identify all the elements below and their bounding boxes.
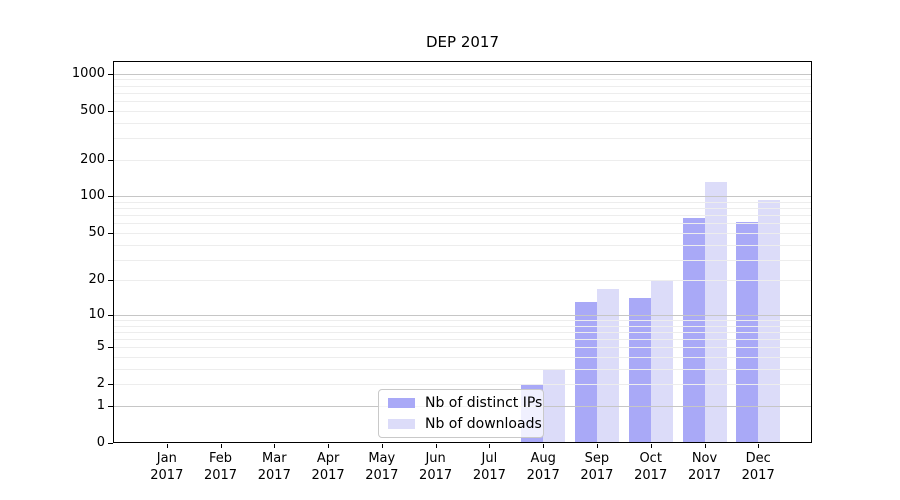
x-tick-label-year: 2017: [687, 468, 722, 483]
x-tick-label: Apr 2017: [300, 450, 356, 484]
y-tick-mark: [108, 443, 113, 444]
bars-layer: [113, 61, 812, 443]
y-tick-mark: [108, 159, 113, 161]
y-tick-label: 0: [96, 435, 105, 450]
x-tick-label: May 2017: [354, 450, 410, 484]
x-tick-mark: [328, 444, 330, 448]
bar: [682, 217, 705, 443]
x-tick-mark: [435, 444, 437, 448]
x-tick-label-year: 2017: [472, 468, 506, 483]
legend-item-downloads: Nb of downloads: [388, 416, 542, 432]
y-tick-label: 2: [96, 376, 105, 392]
x-tick-label: Sep 2017: [569, 450, 625, 484]
y-tick-mark: [108, 406, 113, 407]
x-tick-label: Jul 2017: [461, 450, 517, 484]
y-tick-label: 50: [88, 224, 105, 240]
y-tick-mark: [108, 73, 113, 75]
y-tick-label: 5: [96, 339, 105, 355]
x-tick-label-year: 2017: [311, 468, 345, 483]
x-tick-label: Jan 2017: [139, 450, 195, 484]
bar: [574, 302, 597, 443]
y-tick-mark: [108, 384, 113, 386]
bar: [596, 288, 619, 443]
x-tick-label-year: 2017: [203, 468, 238, 483]
y-tick-label: 10: [88, 306, 105, 322]
x-tick-label: Feb 2017: [193, 450, 249, 484]
bar: [650, 280, 673, 443]
x-tick-label: Mar 2017: [246, 450, 302, 484]
x-tick-mark: [274, 444, 276, 448]
y-tick-label: 1000: [71, 65, 105, 81]
bar: [628, 298, 651, 443]
bar: [758, 200, 781, 443]
x-tick-label-year: 2017: [580, 468, 614, 483]
y-tick-mark: [108, 110, 113, 112]
y-tick-mark: [108, 280, 113, 282]
legend: Nb of distinct IPs Nb of downloads: [378, 389, 544, 438]
x-tick-label: Dec 2017: [730, 450, 786, 484]
x-tick-label: Jun 2017: [408, 450, 464, 484]
legend-swatch-downloads: [388, 419, 415, 429]
x-tick-label-year: 2017: [741, 468, 775, 483]
legend-label-downloads: Nb of downloads: [425, 416, 542, 432]
x-tick-mark: [596, 444, 598, 448]
x-tick-label-year: 2017: [150, 468, 184, 483]
legend-label-distinct-ips: Nb of distinct IPs: [425, 395, 543, 411]
x-tick-label-year: 2017: [365, 468, 399, 483]
x-tick-mark: [758, 444, 760, 448]
x-tick-label-year: 2017: [526, 468, 560, 483]
y-tick-label: 20: [88, 272, 105, 288]
x-tick-mark: [704, 444, 706, 448]
y-tick-label: 1: [96, 398, 105, 413]
x-tick-mark: [543, 444, 545, 448]
x-tick-label-year: 2017: [634, 468, 668, 483]
legend-item-distinct-ips: Nb of distinct IPs: [388, 395, 542, 411]
y-tick-mark: [108, 196, 113, 198]
bar: [543, 368, 566, 443]
y-tick-label: 100: [80, 188, 105, 204]
x-tick-mark: [489, 444, 491, 448]
x-tick-mark: [220, 444, 222, 448]
plot-area: [113, 61, 812, 443]
x-tick-mark: [166, 444, 168, 448]
y-tick-mark: [108, 347, 113, 349]
legend-swatch-distinct-ips: [388, 398, 415, 408]
x-tick-label-year: 2017: [257, 468, 291, 483]
x-tick-mark: [650, 444, 652, 448]
bar: [736, 222, 759, 443]
y-tick-label: 200: [80, 151, 105, 167]
x-tick-label: Oct 2017: [623, 450, 679, 484]
x-tick-label: Aug 2017: [515, 450, 571, 484]
x-tick-mark: [381, 444, 383, 448]
y-tick-mark: [108, 232, 113, 234]
x-tick-label: Nov 2017: [677, 450, 733, 484]
chart-title: DEP 2017: [425, 33, 499, 51]
y-tick-mark: [108, 314, 113, 316]
y-tick-label: 500: [80, 102, 105, 118]
bar: [704, 182, 727, 443]
x-tick-label-year: 2017: [419, 468, 453, 483]
